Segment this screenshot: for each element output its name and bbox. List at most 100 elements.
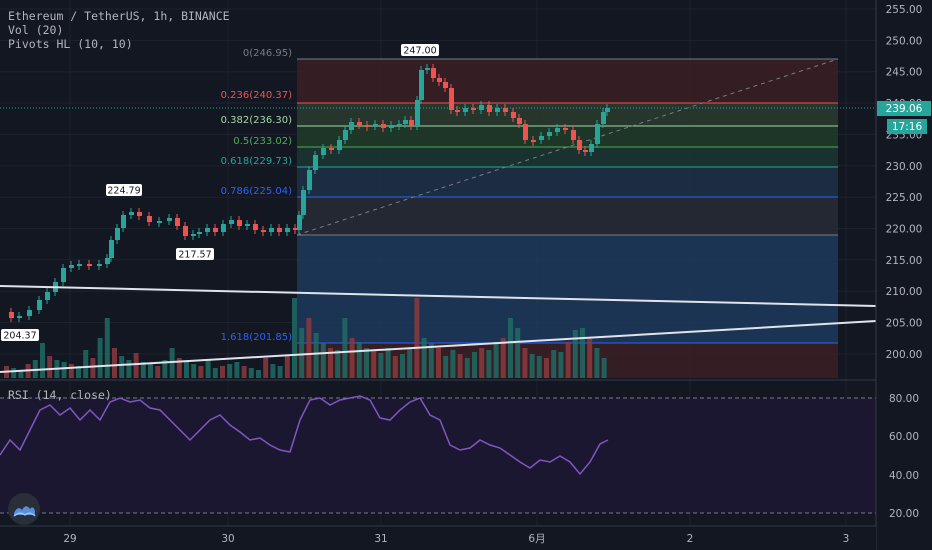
candle-body — [105, 258, 110, 264]
candle-body — [9, 312, 14, 318]
volume-bar — [299, 328, 305, 378]
volume-bar — [385, 348, 391, 378]
candle-body — [555, 128, 560, 132]
countdown-badge — [887, 119, 927, 134]
volume-bar — [112, 348, 117, 378]
candle-body — [583, 150, 588, 152]
volume-bar — [486, 350, 492, 378]
volume-bar — [220, 366, 225, 378]
svg-text:217.57: 217.57 — [178, 250, 211, 261]
volume-bar — [155, 366, 161, 378]
trendline-lower[interactable] — [0, 320, 877, 373]
current-price-badge — [877, 101, 931, 116]
price-axis[interactable] — [876, 0, 932, 550]
rsi-tick-label: 80.00 — [889, 393, 919, 405]
rsi-tick-label: 60.00 — [889, 431, 919, 443]
candle-body — [197, 232, 202, 234]
volume-bar — [40, 343, 45, 378]
candle-body — [601, 112, 606, 124]
candle-body — [115, 228, 120, 240]
candle-body — [37, 300, 42, 310]
candle-body — [563, 128, 568, 130]
candle-body — [419, 70, 424, 100]
volume-bar — [11, 368, 17, 378]
candle-body — [167, 218, 172, 221]
candle-body — [431, 68, 436, 78]
svg-text:247.00: 247.00 — [403, 46, 436, 57]
volume-bar — [284, 356, 290, 378]
volume-bar — [580, 328, 585, 378]
candle-body — [285, 228, 290, 232]
volume-bar — [176, 358, 182, 378]
candle-body — [425, 68, 430, 70]
fib-label-0-236: 0.236(240.37) — [221, 90, 293, 101]
volume-bar — [140, 362, 146, 378]
candle-body — [87, 264, 92, 266]
candle-body — [523, 124, 528, 140]
candle-body — [349, 122, 354, 130]
volume-bar — [133, 353, 139, 378]
volume-bar — [335, 350, 341, 378]
trendline-upper[interactable] — [0, 285, 877, 307]
rsi-tick-label: 40.00 — [889, 470, 919, 482]
pivot-label-low-1: 217.57 — [176, 248, 214, 261]
tradingview-logo-icon[interactable] — [8, 493, 40, 525]
volume-bar — [414, 298, 420, 378]
volume-bar — [551, 350, 557, 378]
pivot-label-high-2: 247.00 — [401, 44, 439, 57]
candle-body — [261, 230, 266, 232]
volume-bar — [407, 348, 413, 378]
candle-body — [547, 132, 552, 136]
volume-bar — [313, 333, 319, 378]
pivot-label-low-2: 204.37 — [1, 329, 39, 342]
fib-trend-line — [296, 58, 839, 236]
volume-bar — [320, 343, 326, 378]
candle-body — [517, 118, 522, 124]
volume-bar — [436, 348, 441, 378]
candle-body — [605, 108, 610, 112]
fib-retracement[interactable]: 0(246.95) 0.236(240.37) 0.382(236.30) 0.… — [221, 48, 839, 378]
fib-label-0-618: 0.618(229.73) — [221, 156, 293, 167]
volume-bar — [126, 360, 132, 378]
volume-bar — [536, 356, 542, 378]
candle-body — [129, 212, 134, 215]
pivots-legend[interactable]: Pivots HL (10, 10) — [8, 37, 133, 51]
fib-label-0-382: 0.382(236.30) — [221, 115, 293, 126]
candle-body — [577, 140, 582, 150]
volume-bar — [184, 362, 189, 378]
rsi-axis-ticks: 80.00 60.00 40.00 20.00 — [889, 393, 919, 520]
volume-bar — [61, 362, 67, 378]
rsi-legend[interactable]: RSI (14, close) — [8, 388, 112, 402]
volume-bar — [392, 356, 398, 378]
volume-bar — [472, 352, 477, 378]
volume-bar — [198, 366, 204, 378]
rsi-line — [0, 395, 609, 476]
volume-bar — [594, 348, 600, 378]
fib-label-0-5: 0.5(233.02) — [233, 136, 292, 147]
fib-zone-382-5 — [297, 126, 838, 147]
candle-body — [245, 224, 250, 226]
candle-body — [175, 218, 180, 226]
volume-bar — [148, 364, 153, 378]
volume-bar — [292, 298, 297, 378]
candle-body — [415, 100, 420, 126]
candle-body — [479, 105, 484, 110]
candle-body — [409, 120, 414, 126]
candle-body — [571, 130, 576, 140]
candle-body — [301, 190, 306, 215]
volume-bar — [565, 342, 571, 378]
symbol-legend[interactable]: Ethereum / TetherUS, 1h, BINANCE — [8, 9, 230, 23]
fib-label-0: 0(246.95) — [243, 48, 292, 59]
volume-bar — [572, 330, 578, 378]
volume-bar — [349, 338, 355, 378]
current-price-value: 239.06 — [886, 103, 923, 115]
fib-zone-618-786 — [297, 167, 838, 197]
volume-bar — [443, 356, 449, 378]
time-tick-label: 6月 — [528, 533, 545, 545]
time-axis[interactable] — [0, 526, 876, 550]
time-axis-ticks: 29 30 31 6月 2 3 — [63, 533, 849, 545]
volume-bar — [97, 338, 103, 378]
volume-bar — [529, 354, 535, 378]
volume-legend[interactable]: Vol (20) — [8, 23, 64, 37]
